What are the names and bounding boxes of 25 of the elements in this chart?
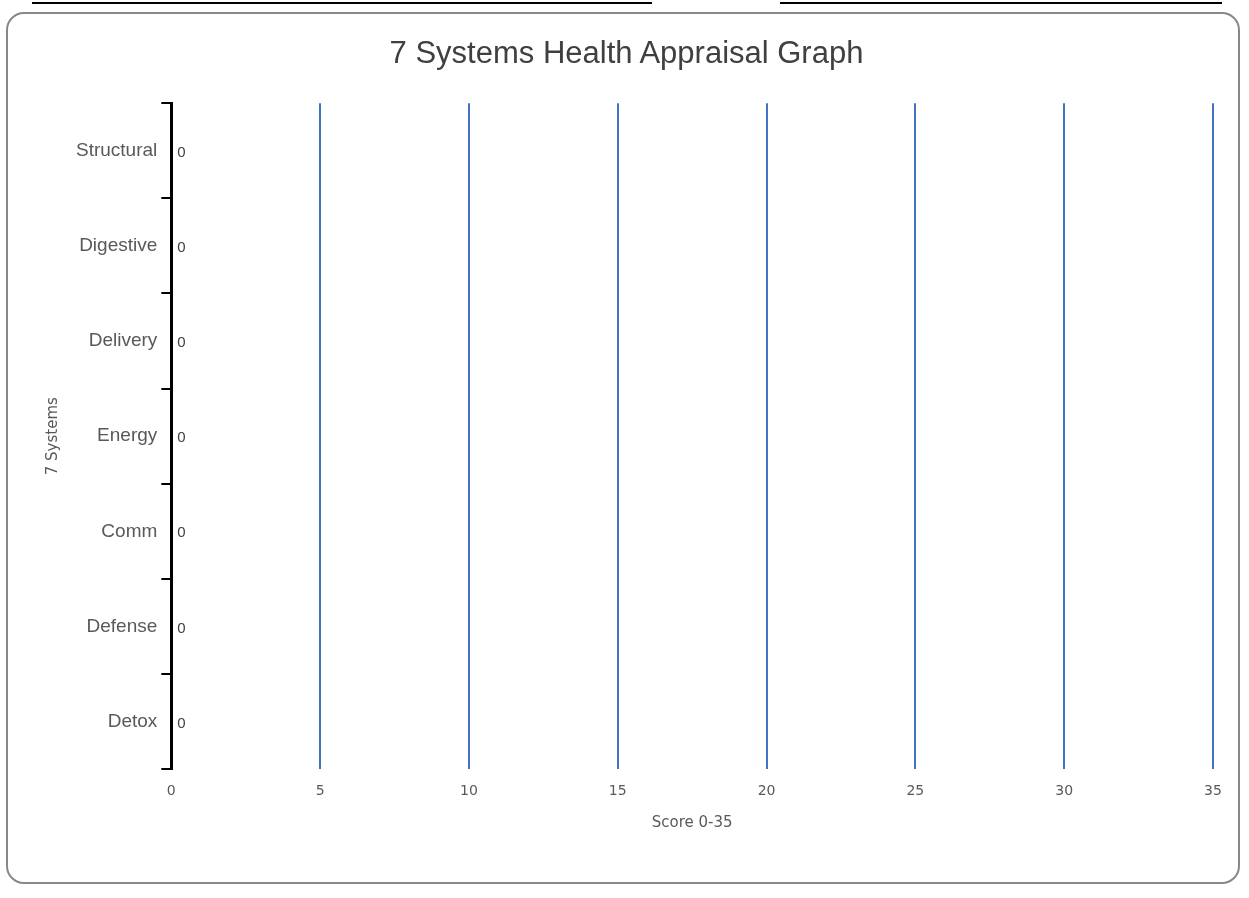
x-tick-label: 35 xyxy=(1204,782,1222,799)
x-tick-label: 20 xyxy=(757,782,776,799)
data-label: 0 xyxy=(177,238,186,256)
data-label: 0 xyxy=(177,618,186,636)
y-tick-label: Comm xyxy=(101,519,158,541)
y-tick-label: Digestive xyxy=(79,234,158,256)
x-tick-label: 15 xyxy=(608,782,627,799)
x-tick-label: 5 xyxy=(315,782,325,799)
y-tick-label: Defense xyxy=(86,614,158,636)
data-label: 0 xyxy=(177,333,186,351)
y-tick-label: Delivery xyxy=(88,329,158,351)
x-tick-label: 25 xyxy=(906,782,925,799)
data-label: 0 xyxy=(177,428,186,446)
x-axis-title: Score 0-35 xyxy=(651,812,733,831)
chart-title: 7 Systems Health Appraisal Graph xyxy=(389,35,864,71)
y-tick-label: Energy xyxy=(97,424,158,446)
x-tick-label: 30 xyxy=(1055,782,1074,799)
y-axis-title: 7 Systems xyxy=(42,396,61,476)
data-label: 0 xyxy=(177,142,186,160)
data-label: 0 xyxy=(177,713,186,731)
x-tick-label: 10 xyxy=(460,782,478,799)
y-tick-label: Detox xyxy=(107,709,158,731)
data-label: 0 xyxy=(177,523,186,541)
y-tick-label: Structural xyxy=(75,139,158,161)
x-tick-label: 0 xyxy=(166,782,176,799)
